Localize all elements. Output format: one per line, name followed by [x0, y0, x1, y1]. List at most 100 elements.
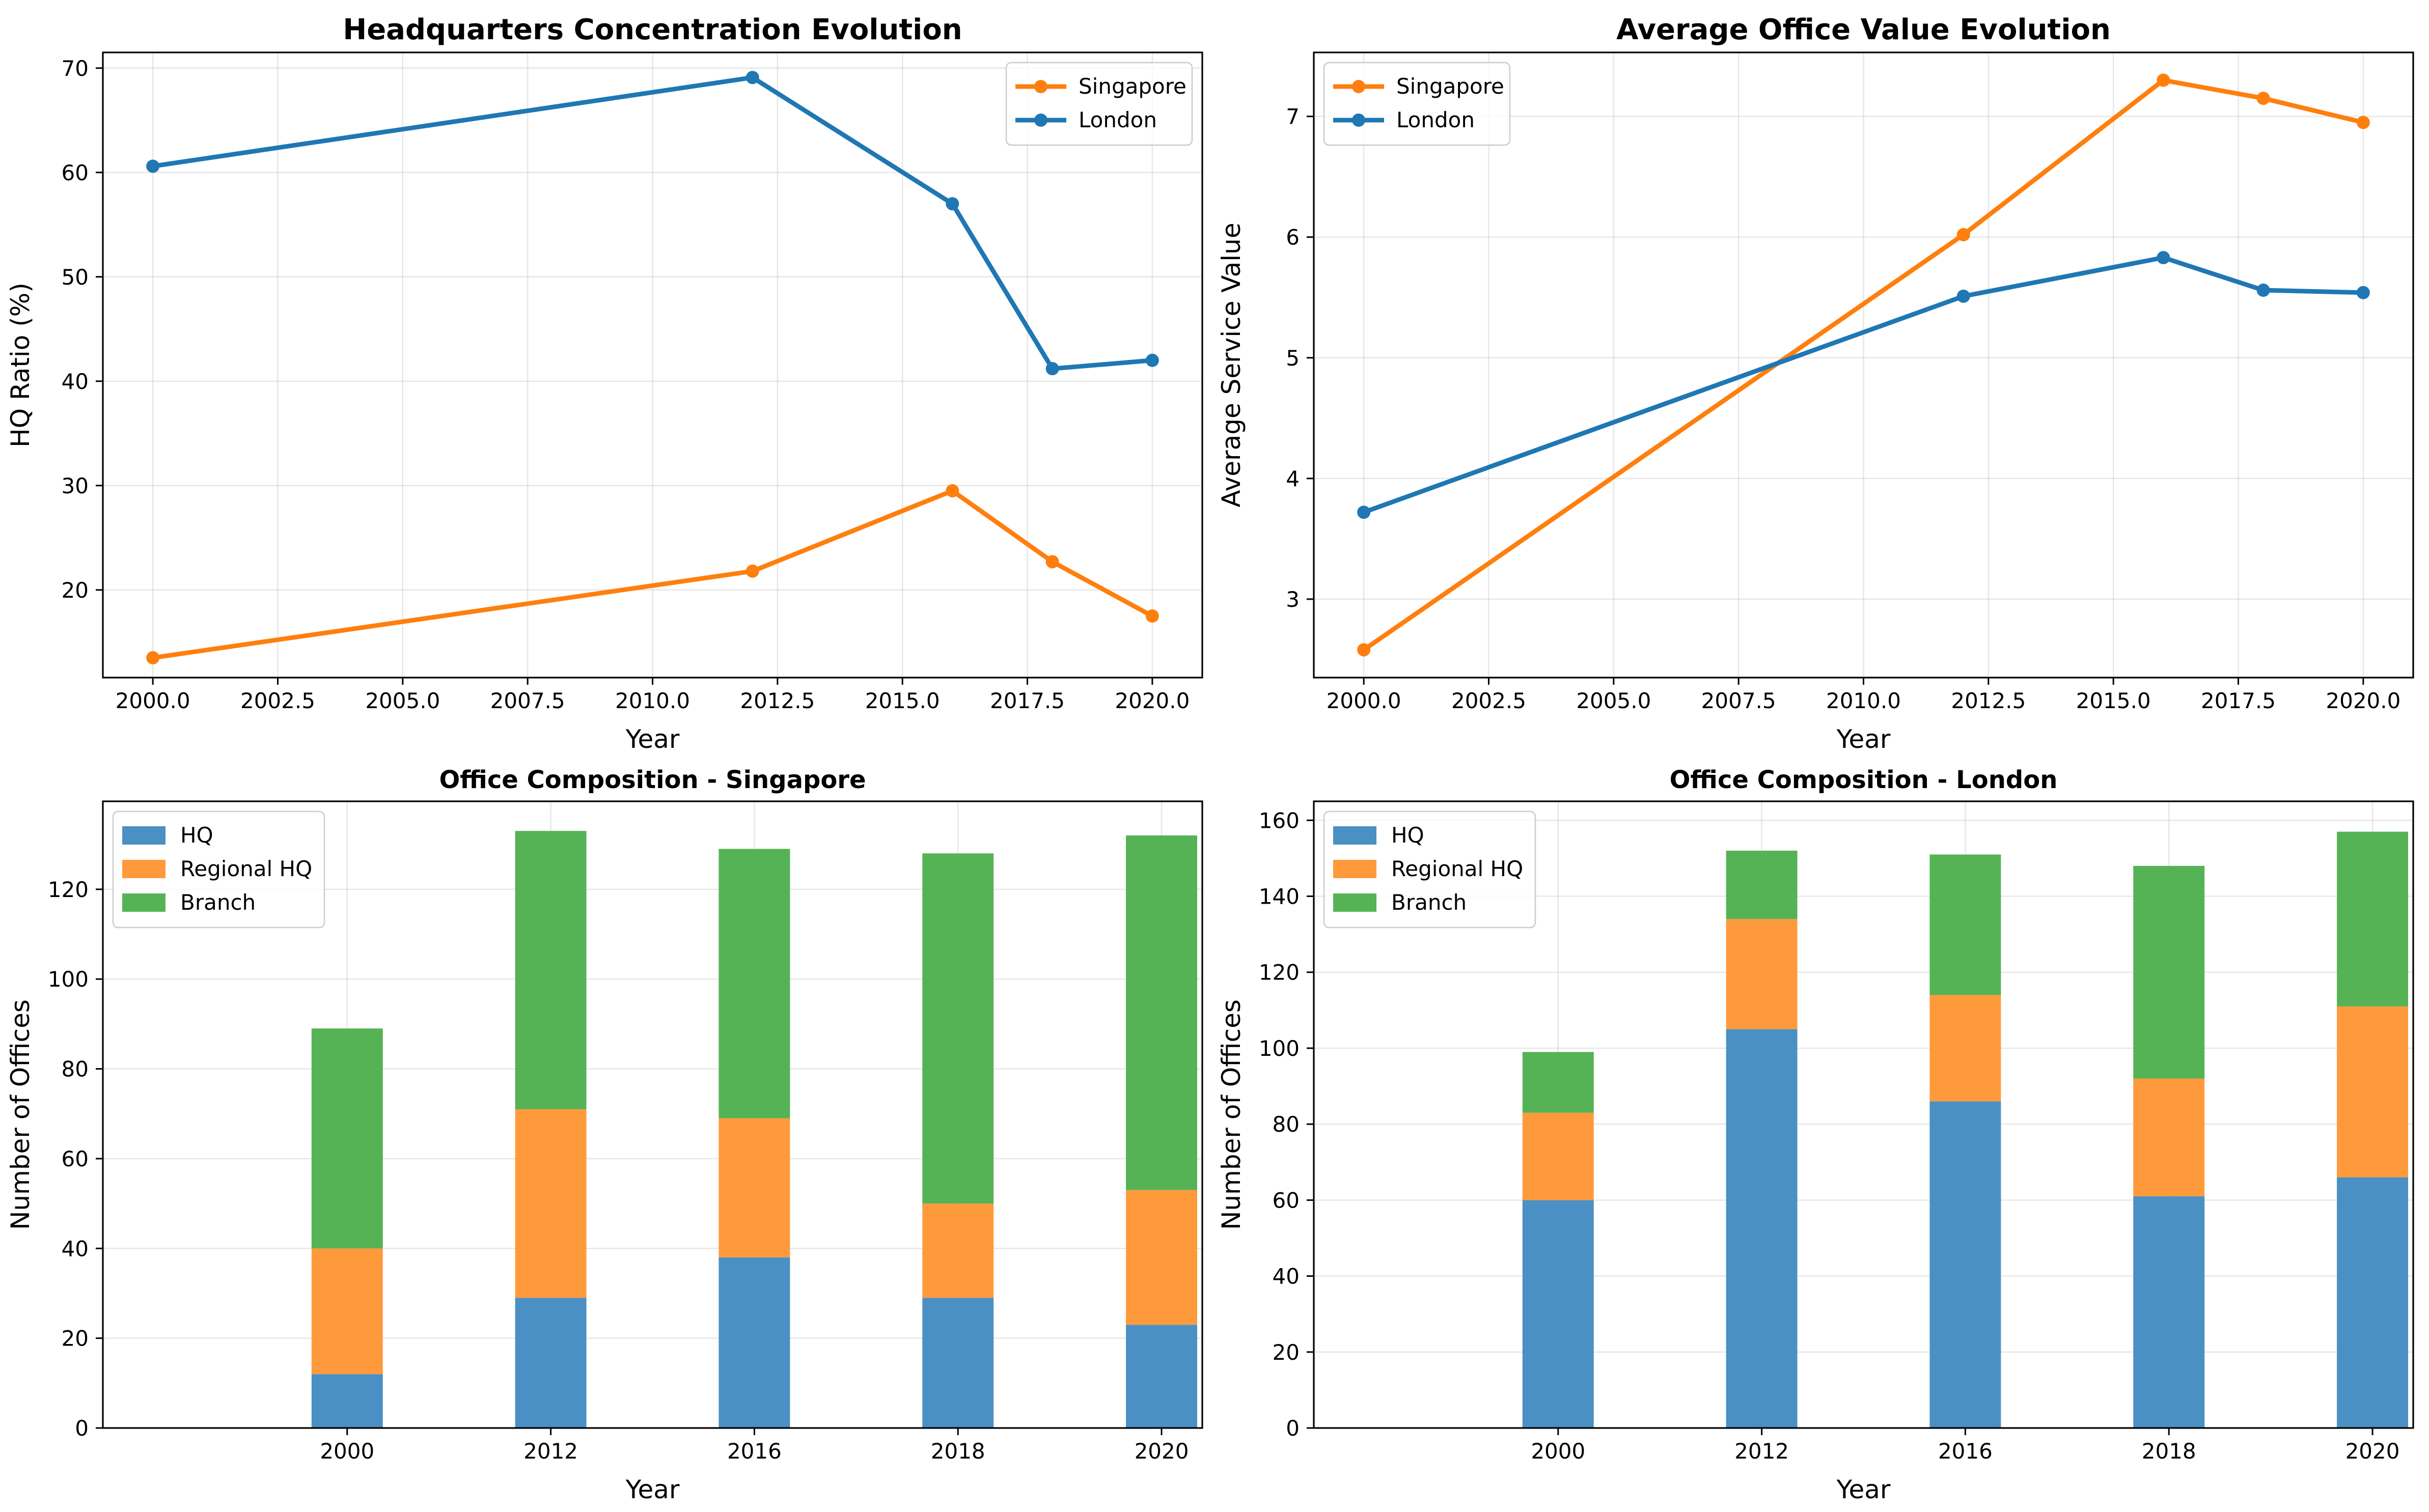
x-tick-label: 2020	[1135, 1439, 1189, 1464]
bar-segment-hq	[922, 1298, 994, 1428]
x-tick-label: 2012	[523, 1439, 578, 1464]
bar-segment-hq	[1126, 1325, 1198, 1428]
bar-segment-regional-hq	[2133, 1078, 2205, 1196]
data-point-london	[946, 197, 959, 211]
bar-segment-hq	[1726, 1029, 1798, 1428]
bar-segment-hq	[2337, 1177, 2409, 1428]
y-tick-label: 40	[62, 1236, 89, 1261]
legend-swatch	[122, 826, 165, 845]
chart-title: Office Composition - London	[1670, 766, 2058, 794]
legend-swatch-marker	[1352, 114, 1365, 127]
legend-label: Singapore	[1396, 74, 1504, 99]
data-point-singapore	[146, 651, 160, 665]
data-point-singapore	[1145, 609, 1159, 623]
data-point-singapore	[1956, 228, 1970, 241]
legend-label: Branch	[1391, 890, 1467, 915]
y-tick-label: 40	[62, 369, 89, 394]
x-axis-label: Year	[1836, 1475, 1891, 1504]
data-point-london	[1145, 353, 1159, 367]
y-tick-label: 40	[1273, 1264, 1300, 1289]
bar-segment-branch	[2337, 831, 2409, 1006]
bar-segment-hq	[2133, 1196, 2205, 1428]
data-point-london	[2157, 251, 2170, 265]
legend-swatch-marker	[1352, 80, 1365, 93]
x-tick-label: 2012.5	[740, 688, 815, 713]
x-tick-label: 2000	[320, 1439, 374, 1464]
x-tick-label: 2015.0	[865, 688, 940, 713]
data-point-london	[146, 159, 160, 173]
x-axis-label: Year	[625, 724, 680, 754]
bar-segment-hq	[515, 1298, 587, 1428]
legend-swatch-marker	[1034, 80, 1047, 93]
subplot-2: 2000.0 2002.5 2005.0 2007.5 2010.0 2012.5 2015…	[1217, 13, 2414, 754]
x-tick-label: 2000.0	[116, 688, 190, 713]
y-tick-label: 100	[48, 967, 89, 992]
x-axis-label: Year	[625, 1475, 680, 1504]
bar-segment-branch	[311, 1028, 383, 1249]
y-tick-label: 60	[62, 1146, 89, 1171]
bar-segment-regional-hq	[1126, 1190, 1198, 1325]
x-tick-label: 2000	[1531, 1439, 1585, 1464]
x-tick-label: 2020.0	[1115, 688, 1190, 713]
chart-title: Average Office Value Evolution	[1616, 13, 2111, 46]
y-tick-label: 80	[1273, 1112, 1300, 1137]
y-tick-label: 5	[1286, 346, 1300, 371]
data-point-london	[1045, 362, 1059, 376]
x-tick-label: 2017.5	[990, 688, 1065, 713]
x-tick-label: 2015.0	[2076, 688, 2151, 713]
data-point-singapore	[946, 484, 959, 498]
x-tick-label: 2012	[1734, 1439, 1789, 1464]
legend: Singapore London	[1005, 62, 1193, 146]
x-tick-label: 2012.5	[1951, 688, 2026, 713]
y-tick-label: 60	[1273, 1188, 1300, 1213]
data-point-london	[2356, 286, 2370, 299]
bar-segment-branch	[1726, 850, 1798, 919]
legend-frame	[112, 810, 325, 929]
bar-segment-regional-hq	[515, 1109, 587, 1298]
bar-segment-hq	[1522, 1200, 1594, 1428]
y-tick-label: 160	[1259, 808, 1300, 833]
x-tick-label: 2020	[2345, 1439, 2400, 1464]
y-tick-label: 4	[1286, 466, 1300, 491]
bar-segment-regional-hq	[719, 1118, 790, 1257]
y-tick-label: 0	[1286, 1416, 1300, 1441]
chart-title: Headquarters Concentration Evolution	[343, 13, 962, 46]
bar-segment-hq	[719, 1257, 790, 1428]
bar-segment-hq	[1929, 1101, 2001, 1428]
x-tick-label: 2017.5	[2201, 688, 2276, 713]
legend-label: London	[1396, 107, 1475, 132]
axes-frame	[102, 800, 1203, 1429]
x-tick-label: 2007.5	[490, 688, 565, 713]
bar-segment-branch	[2133, 865, 2205, 1079]
y-tick-label: 7	[1286, 104, 1300, 129]
bar-segment-branch	[719, 849, 790, 1118]
data-point-london	[1357, 506, 1371, 519]
bar-segment-branch	[922, 853, 994, 1204]
y-tick-label: 140	[1259, 884, 1300, 909]
legend-swatch	[1333, 860, 1376, 878]
x-tick-label: 2016	[727, 1439, 782, 1464]
x-axis-label: Year	[1836, 724, 1891, 754]
bar-segment-regional-hq	[1522, 1112, 1594, 1200]
x-tick-label: 2005.0	[365, 688, 440, 713]
x-tick-label: 2018	[2142, 1439, 2196, 1464]
bar-segment-branch	[1522, 1052, 1594, 1113]
data-point-london	[1956, 289, 1970, 303]
y-tick-label: 3	[1286, 587, 1300, 612]
y-tick-label: 30	[62, 473, 89, 498]
legend-swatch	[122, 860, 165, 878]
x-tick-label: 2002.5	[240, 688, 315, 713]
legend-label: Regional HQ	[180, 856, 312, 881]
y-tick-label: 60	[62, 160, 89, 185]
x-tick-label: 2000.0	[1327, 688, 1401, 713]
x-tick-label: 2005.0	[1576, 688, 1651, 713]
bar-segment-regional-hq	[922, 1203, 994, 1298]
legend-label: Singapore	[1079, 74, 1186, 99]
y-axis-label: Average Service Value	[1217, 222, 1246, 507]
x-tick-label: 2010.0	[615, 688, 690, 713]
legend: HQ Regional HQ Branch	[112, 810, 325, 929]
y-axis-label: Number of Offices	[6, 999, 35, 1230]
legend: HQ Regional HQ Branch	[1323, 810, 1536, 929]
bar-segment-branch	[1929, 854, 2001, 995]
